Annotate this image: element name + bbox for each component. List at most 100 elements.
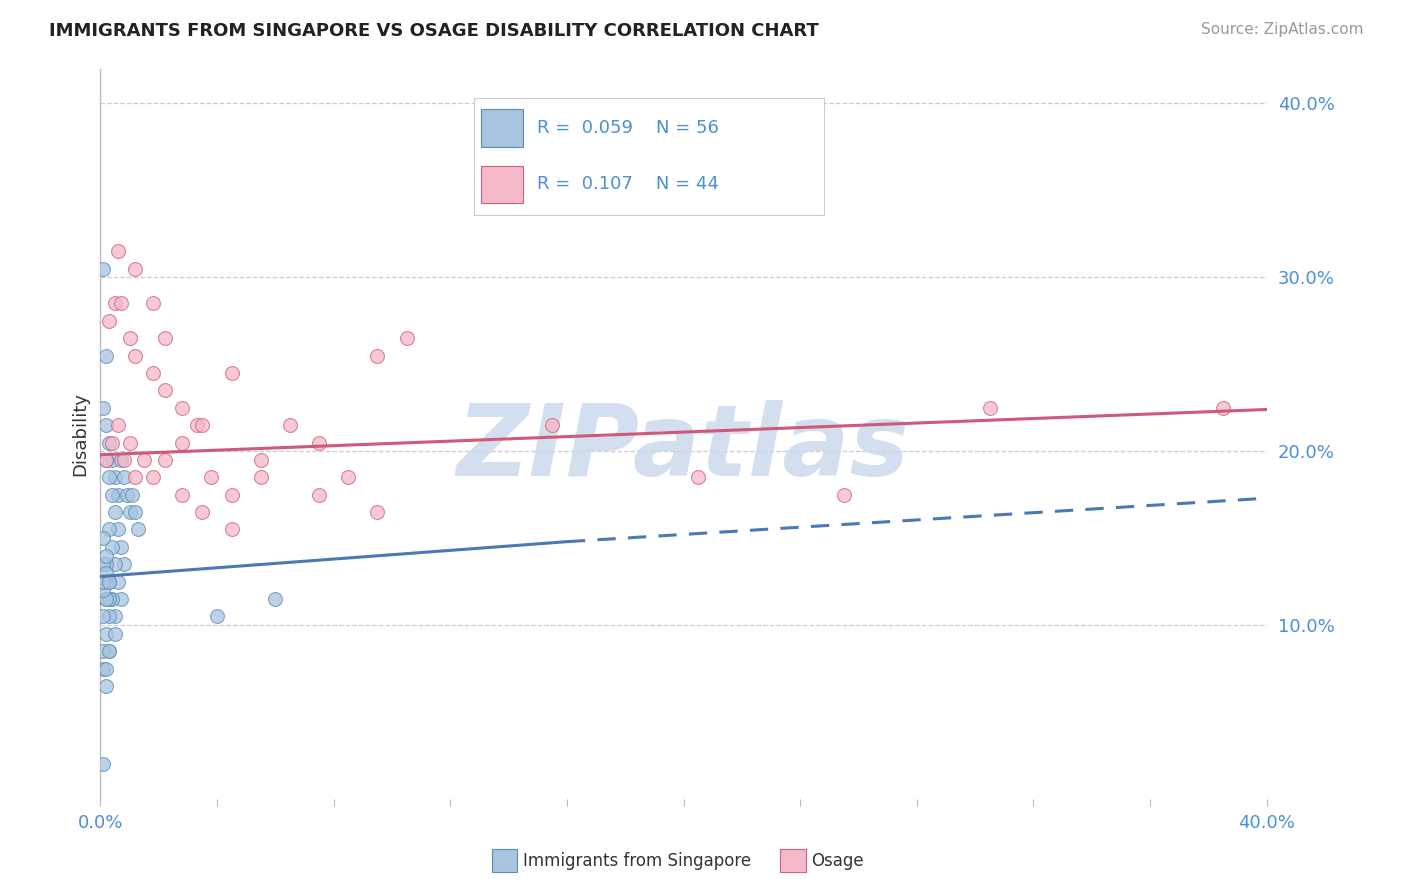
- Point: [96, 627, 118, 641]
- Point: [124, 505, 146, 519]
- Point: [91, 401, 114, 415]
- Point: [91, 558, 114, 572]
- Point: [101, 592, 124, 607]
- Point: [221, 523, 243, 537]
- Point: [98, 435, 121, 450]
- Point: [249, 453, 271, 467]
- Point: [98, 644, 121, 658]
- Text: ZIPatlas: ZIPatlas: [457, 400, 910, 497]
- Point: [96, 566, 118, 580]
- Point: [118, 505, 141, 519]
- Point: [98, 470, 121, 484]
- Point: [96, 592, 118, 607]
- Point: [110, 540, 132, 554]
- Point: [110, 592, 132, 607]
- Point: [98, 644, 121, 658]
- Point: [91, 583, 114, 598]
- Point: [118, 331, 141, 345]
- Point: [91, 261, 114, 276]
- Point: [98, 574, 121, 589]
- Point: [115, 488, 138, 502]
- Point: [104, 505, 127, 519]
- Point: [96, 349, 118, 363]
- Point: [96, 549, 118, 563]
- Point: [170, 435, 193, 450]
- Point: [101, 453, 124, 467]
- Point: [249, 470, 271, 484]
- Y-axis label: Disability: Disability: [72, 392, 89, 475]
- Point: [112, 453, 135, 467]
- Point: [104, 609, 127, 624]
- Point: [118, 435, 141, 450]
- Point: [186, 418, 208, 433]
- Point: [107, 418, 129, 433]
- Point: [96, 574, 118, 589]
- Point: [366, 505, 388, 519]
- Point: [91, 757, 114, 772]
- Point: [688, 470, 710, 484]
- Point: [221, 488, 243, 502]
- Point: [191, 505, 214, 519]
- Point: [91, 609, 114, 624]
- Point: [96, 558, 118, 572]
- Point: [96, 592, 118, 607]
- Point: [221, 366, 243, 380]
- Point: [366, 349, 388, 363]
- Point: [96, 679, 118, 693]
- Point: [124, 470, 146, 484]
- Point: [979, 401, 1001, 415]
- Point: [153, 453, 176, 467]
- Point: [124, 261, 146, 276]
- Point: [96, 453, 118, 467]
- Point: [191, 418, 214, 433]
- Point: [132, 453, 155, 467]
- Point: [104, 558, 127, 572]
- Point: [153, 384, 176, 398]
- Point: [142, 296, 165, 310]
- Point: [91, 662, 114, 676]
- Point: [96, 662, 118, 676]
- Point: [205, 609, 228, 624]
- Point: [91, 574, 114, 589]
- Point: [104, 627, 127, 641]
- Point: [107, 523, 129, 537]
- Point: [98, 523, 121, 537]
- Point: [278, 418, 301, 433]
- Point: [142, 366, 165, 380]
- Point: [110, 296, 132, 310]
- Point: [832, 488, 855, 502]
- Point: [308, 488, 330, 502]
- Point: [142, 470, 165, 484]
- Point: [1212, 401, 1234, 415]
- Point: [96, 418, 118, 433]
- Point: [98, 609, 121, 624]
- Point: [98, 574, 121, 589]
- Point: [98, 314, 121, 328]
- Point: [337, 470, 360, 484]
- Point: [104, 296, 127, 310]
- Point: [101, 435, 124, 450]
- Point: [170, 488, 193, 502]
- Point: [101, 540, 124, 554]
- Text: Source: ZipAtlas.com: Source: ZipAtlas.com: [1201, 22, 1364, 37]
- Point: [110, 453, 132, 467]
- Point: [112, 470, 135, 484]
- Point: [107, 574, 129, 589]
- Point: [107, 244, 129, 259]
- Point: [264, 592, 287, 607]
- Point: [107, 488, 129, 502]
- Point: [101, 488, 124, 502]
- Point: [96, 453, 118, 467]
- Point: [395, 331, 418, 345]
- Point: [170, 401, 193, 415]
- Point: [121, 488, 143, 502]
- Point: [98, 592, 121, 607]
- Point: [91, 574, 114, 589]
- Point: [91, 531, 114, 545]
- Text: IMMIGRANTS FROM SINGAPORE VS OSAGE DISABILITY CORRELATION CHART: IMMIGRANTS FROM SINGAPORE VS OSAGE DISAB…: [49, 22, 818, 40]
- Point: [308, 435, 330, 450]
- Point: [153, 331, 176, 345]
- Point: [127, 523, 149, 537]
- Point: [91, 644, 114, 658]
- Text: Osage: Osage: [811, 852, 863, 870]
